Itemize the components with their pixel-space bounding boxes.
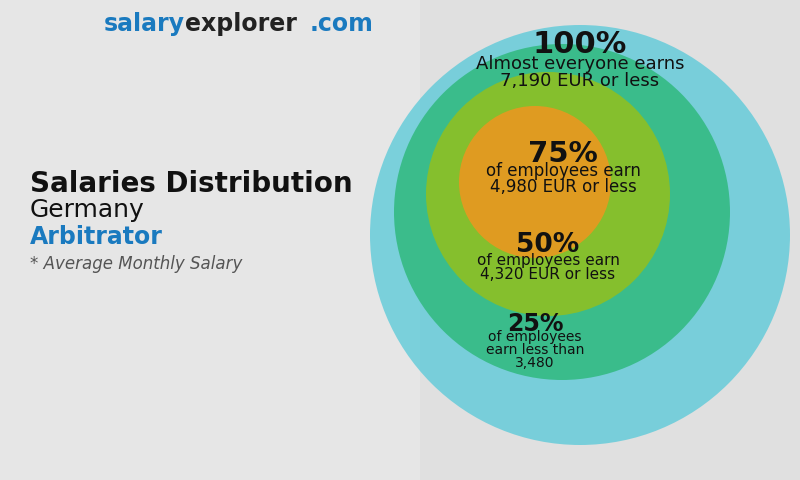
- Text: * Average Monthly Salary: * Average Monthly Salary: [30, 255, 242, 273]
- Text: .com: .com: [310, 12, 374, 36]
- Bar: [0, 0, 420, 480]
- Circle shape: [459, 106, 611, 258]
- Text: of employees earn: of employees earn: [477, 253, 619, 268]
- Text: 3,480: 3,480: [515, 356, 554, 370]
- Text: explorer: explorer: [185, 12, 297, 36]
- Circle shape: [426, 72, 670, 316]
- Text: earn less than: earn less than: [486, 343, 584, 357]
- Text: 4,980 EUR or less: 4,980 EUR or less: [490, 178, 636, 196]
- Text: 25%: 25%: [506, 312, 563, 336]
- Text: Almost everyone earns: Almost everyone earns: [476, 55, 684, 73]
- Text: Arbitrator: Arbitrator: [30, 225, 163, 249]
- Circle shape: [394, 44, 730, 380]
- Text: 7,190 EUR or less: 7,190 EUR or less: [501, 72, 659, 90]
- Text: of employees earn: of employees earn: [486, 162, 641, 180]
- Text: of employees: of employees: [488, 330, 582, 344]
- Text: salary: salary: [104, 12, 185, 36]
- Text: 50%: 50%: [516, 232, 580, 258]
- Text: Salaries Distribution: Salaries Distribution: [30, 170, 353, 198]
- Circle shape: [370, 25, 790, 445]
- Text: 100%: 100%: [533, 30, 627, 59]
- Text: 4,320 EUR or less: 4,320 EUR or less: [481, 267, 615, 282]
- Text: 75%: 75%: [528, 140, 598, 168]
- Text: Germany: Germany: [30, 198, 145, 222]
